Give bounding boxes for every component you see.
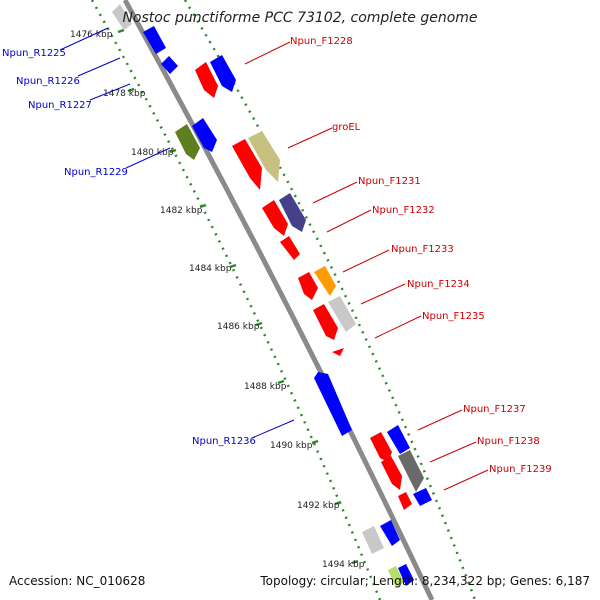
gene-arrow[interactable] — [398, 492, 412, 510]
gene-label-npun-f1233[interactable]: Npun_F1233 — [391, 244, 454, 255]
topology-text: Topology: circular; Length: 8,234,322 bp… — [260, 574, 590, 588]
gene-arrow[interactable] — [398, 564, 414, 586]
gene-arrow[interactable] — [248, 131, 280, 182]
gene-label-npun-r1236[interactable]: Npun_R1236 — [192, 436, 256, 447]
scale-label: 1476 kbp — [70, 30, 113, 40]
gene-label-npun-f1231[interactable]: Npun_F1231 — [358, 176, 421, 187]
gene-arrow[interactable] — [388, 566, 404, 588]
scale-label: 1486 kbp — [217, 322, 260, 332]
genome-title: Nostoc punctiforme PCC 73102, complete g… — [122, 10, 478, 26]
gene-arrow[interactable] — [279, 193, 306, 232]
gene-label-npun-f1228[interactable]: Npun_F1228 — [290, 36, 353, 47]
left-connectors — [59, 27, 295, 439]
gene-arrow[interactable] — [332, 348, 344, 356]
accession-text: Accession: NC_010628 — [9, 574, 146, 588]
scale-label: 1490 kbp — [270, 441, 313, 451]
gene-arrow[interactable] — [161, 56, 178, 74]
scale-label: 1480 kbp — [131, 148, 174, 158]
gene-arrow[interactable] — [381, 456, 402, 490]
gene-label-npun-f1239[interactable]: Npun_F1239 — [489, 464, 552, 475]
gene-label-npun-r1229[interactable]: Npun_R1229 — [64, 167, 128, 178]
gene-label-npun-r1225[interactable]: Npun_R1225 — [2, 48, 66, 59]
gene-arrow[interactable] — [313, 304, 338, 340]
gene-label-npun-r1226[interactable]: Npun_R1226 — [16, 76, 80, 87]
scale-label: 1494 kbp — [322, 560, 365, 570]
genome-backbone — [122, 0, 435, 600]
gene-arrow[interactable] — [380, 520, 400, 546]
scale-ticks — [117, 28, 359, 565]
gene-arrow[interactable] — [232, 139, 262, 190]
gene-arrow[interactable] — [328, 296, 356, 332]
gene-label-npun-f1237[interactable]: Npun_F1237 — [463, 404, 526, 415]
scale-label: 1492 kbp — [297, 501, 340, 511]
gene-label-npun-f1238[interactable]: Npun_F1238 — [477, 436, 540, 447]
gene-arrow[interactable] — [370, 432, 392, 462]
gene-arrow[interactable] — [398, 450, 424, 492]
gene-arrows — [112, 4, 432, 588]
scale-label: 1482 kbp — [160, 206, 203, 216]
gene-arrow[interactable] — [413, 488, 432, 506]
gene-label-npun-f1232[interactable]: Npun_F1232 — [372, 205, 435, 216]
gene-arrow[interactable] — [143, 26, 166, 54]
gene-arrow[interactable] — [112, 4, 132, 30]
gene-arrow[interactable] — [387, 425, 410, 454]
gene-label-npun-r1227[interactable]: Npun_R1227 — [28, 100, 92, 111]
gene-arrow[interactable] — [298, 272, 318, 300]
gene-arrow[interactable] — [192, 118, 217, 152]
gene-arrow[interactable] — [175, 124, 200, 160]
gene-label-npun-f1235[interactable]: Npun_F1235 — [422, 311, 485, 322]
scale-label: 1484 kbp — [189, 264, 232, 274]
gene-arrow[interactable] — [210, 55, 236, 92]
gene-arrow[interactable] — [314, 266, 336, 296]
gene-arrow[interactable] — [362, 526, 384, 554]
right-connectors — [244, 41, 489, 491]
scale-label: 1488 kbp — [244, 382, 287, 392]
scale-label: 1478 kbp — [103, 89, 146, 99]
gene-label-npun-f1234[interactable]: Npun_F1234 — [407, 279, 470, 290]
gene-arrow[interactable] — [314, 372, 352, 436]
gene-arrow[interactable] — [262, 200, 288, 236]
inner-dotted-track — [90, 0, 382, 600]
gene-arrow[interactable] — [280, 236, 300, 260]
gene-arrow[interactable] — [195, 62, 218, 98]
gene-label-groel[interactable]: groEL — [332, 122, 361, 133]
